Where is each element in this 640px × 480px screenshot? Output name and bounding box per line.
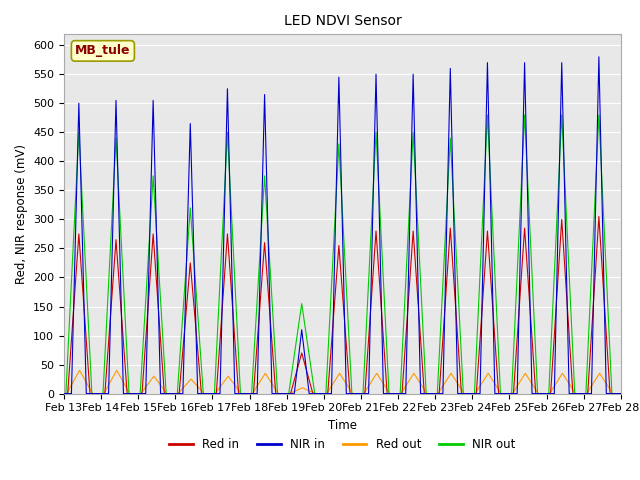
Legend: Red in, NIR in, Red out, NIR out: Red in, NIR in, Red out, NIR out xyxy=(164,433,520,456)
Title: LED NDVI Sensor: LED NDVI Sensor xyxy=(284,14,401,28)
Y-axis label: Red, NIR response (mV): Red, NIR response (mV) xyxy=(15,144,28,284)
X-axis label: Time: Time xyxy=(328,419,357,432)
Text: MB_tule: MB_tule xyxy=(75,44,131,58)
